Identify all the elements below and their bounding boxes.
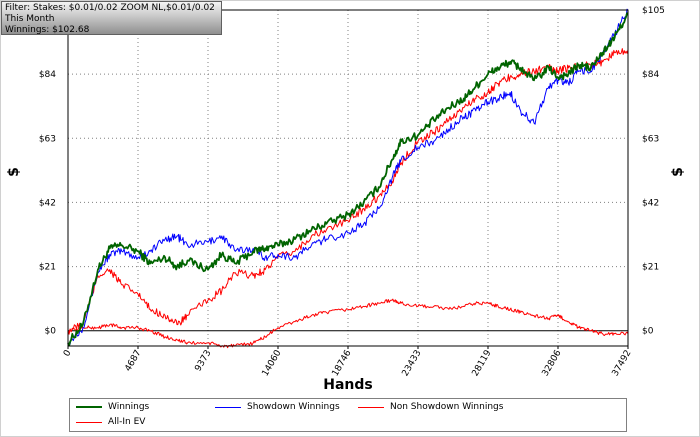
x-tick-label: 0 (62, 348, 74, 358)
y-tick-label-right: $105 (642, 6, 665, 16)
x-tick-label: 37492 (611, 349, 634, 379)
y-tick-label-right: $0 (642, 327, 654, 337)
x-tick-label: 4687 (123, 349, 143, 374)
y-axis-title-left: $ (6, 167, 22, 177)
legend-swatch-winnings (76, 406, 102, 408)
x-tick-label: 14060 (261, 348, 284, 378)
legend-item-nonshowdown: Non Showdown Winnings (358, 402, 503, 412)
y-tick-labels-left: $0 $21 $42 $63 $84 (39, 70, 56, 337)
legend-item-winnings: Winnings (76, 402, 149, 412)
y-axis-title-right: $ (670, 167, 686, 177)
y-tick-label-right: $21 (642, 263, 659, 273)
legend-label-allin-ev: All-In EV (108, 417, 146, 427)
series-line-all-in-ev (67, 48, 629, 335)
x-tick-label: 32806 (541, 348, 564, 378)
legend-label-winnings: Winnings (108, 402, 150, 412)
series-line-non-showdown-winnings (67, 298, 629, 349)
winnings-text: Winnings: $102.68 (5, 25, 90, 35)
legend-label-showdown: Showdown Winnings (247, 402, 340, 412)
y-tick-label-right: $42 (642, 198, 659, 208)
legend-item-showdown: Showdown Winnings (215, 402, 340, 412)
y-tick-label-left: $84 (39, 70, 56, 80)
grid-lines (68, 10, 628, 346)
y-tick-label-left: $0 (45, 327, 57, 337)
filter-text: Filter: Stakes: $0.01/0.02 ZOOM NL,$0.01… (5, 3, 218, 13)
y-tick-label-right: $84 (642, 70, 659, 80)
legend: Winnings Showdown Winnings Non Showdown … (69, 398, 627, 432)
legend-swatch-nonshowdown (358, 406, 384, 408)
series-line-showdown-winnings (67, 8, 629, 347)
x-tick-label: 28119 (471, 348, 494, 378)
y-tick-label-left: $63 (39, 134, 56, 144)
series-line-winnings (67, 12, 629, 347)
x-tick-label: 23433 (401, 349, 424, 379)
legend-swatch-allin-ev (76, 421, 102, 423)
x-tick-label: 9373 (193, 349, 213, 374)
legend-item-allin-ev: All-In EV (76, 417, 145, 427)
period-text: This Month (5, 14, 55, 24)
x-axis-title: Hands (323, 377, 373, 393)
y-tick-label-right: $63 (642, 134, 659, 144)
y-tick-labels-right: $0 $21 $42 $63 $84 $105 (642, 6, 665, 337)
legend-label-nonshowdown: Non Showdown Winnings (390, 402, 504, 412)
x-tick-labels: 0 4687 9373 14060 18746 23433 28119 32806 37492 (62, 346, 634, 378)
x-tick-label: 18746 (331, 348, 354, 378)
y-tick-label-left: $21 (39, 263, 56, 273)
y-tick-label-left: $42 (39, 198, 56, 208)
legend-swatch-showdown (215, 406, 241, 408)
filter-info-box: Filter: Stakes: $0.01/0.02 ZOOM NL,$0.01… (1, 1, 222, 35)
series-lines (67, 8, 629, 349)
